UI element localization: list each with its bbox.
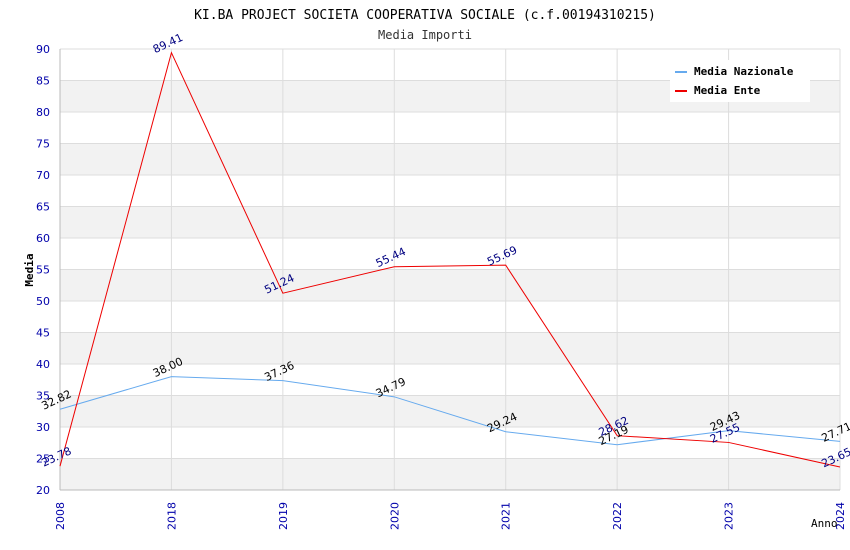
y-axis-label: Media (23, 253, 36, 286)
grid-band (60, 458, 840, 490)
y-tick-label: 50 (36, 295, 50, 308)
series-line-media-ente (59, 51, 841, 468)
y-tick-label: 80 (36, 106, 50, 119)
series-line-media-nazionale (59, 376, 841, 446)
y-tick-label: 45 (36, 327, 50, 340)
y-tick-label: 90 (36, 43, 50, 56)
y-tick-label: 35 (36, 390, 50, 403)
data-label-media-ente: 89.41 (151, 31, 185, 56)
legend-label-media-nazionale: Media Nazionale (694, 65, 794, 78)
legend: Media Nazionale Media Ente (670, 60, 810, 102)
y-tick-label: 60 (36, 232, 50, 245)
grid-band (60, 143, 840, 175)
x-tick-label: 2022 (611, 502, 624, 530)
grid-band (60, 395, 840, 427)
grid-bands (60, 80, 840, 490)
x-tick-label: 2024 (834, 502, 847, 530)
x-tick-label: 2019 (277, 502, 290, 530)
x-tick-labels: 2008 2018 2019 2020 2021 2022 2023 2024 (54, 502, 847, 530)
y-tick-label: 40 (36, 358, 50, 371)
x-tick-label: 2018 (165, 502, 178, 530)
y-tick-labels: 20 25 30 35 40 45 50 55 60 65 70 75 80 85 90 (36, 43, 50, 497)
grid-band (60, 206, 840, 238)
x-tick-label: 2021 (500, 502, 513, 530)
y-tick-label: 75 (36, 138, 50, 151)
axes (59, 49, 840, 491)
y-tick-label: 30 (36, 421, 50, 434)
legend-label-media-ente: Media Ente (694, 84, 761, 97)
chart-title: KI.BA PROJECT SOCIETA COOPERATIVA SOCIAL… (194, 8, 656, 23)
y-tick-label: 20 (36, 484, 50, 497)
x-tick-label: 2023 (723, 502, 736, 530)
y-tick-label: 55 (36, 264, 50, 277)
y-tick-label: 25 (36, 453, 50, 466)
chart-subtitle: Media Importi (378, 28, 472, 42)
y-tick-label: 65 (36, 201, 50, 214)
x-tick-label: 2008 (54, 502, 67, 530)
x-axis-label: Anno (811, 517, 838, 530)
y-tick-label: 85 (36, 75, 50, 88)
grid-band (60, 332, 840, 364)
grid-band (60, 269, 840, 301)
x-tick-label: 2020 (388, 502, 401, 530)
series-lines (59, 51, 841, 468)
y-tick-label: 70 (36, 169, 50, 182)
